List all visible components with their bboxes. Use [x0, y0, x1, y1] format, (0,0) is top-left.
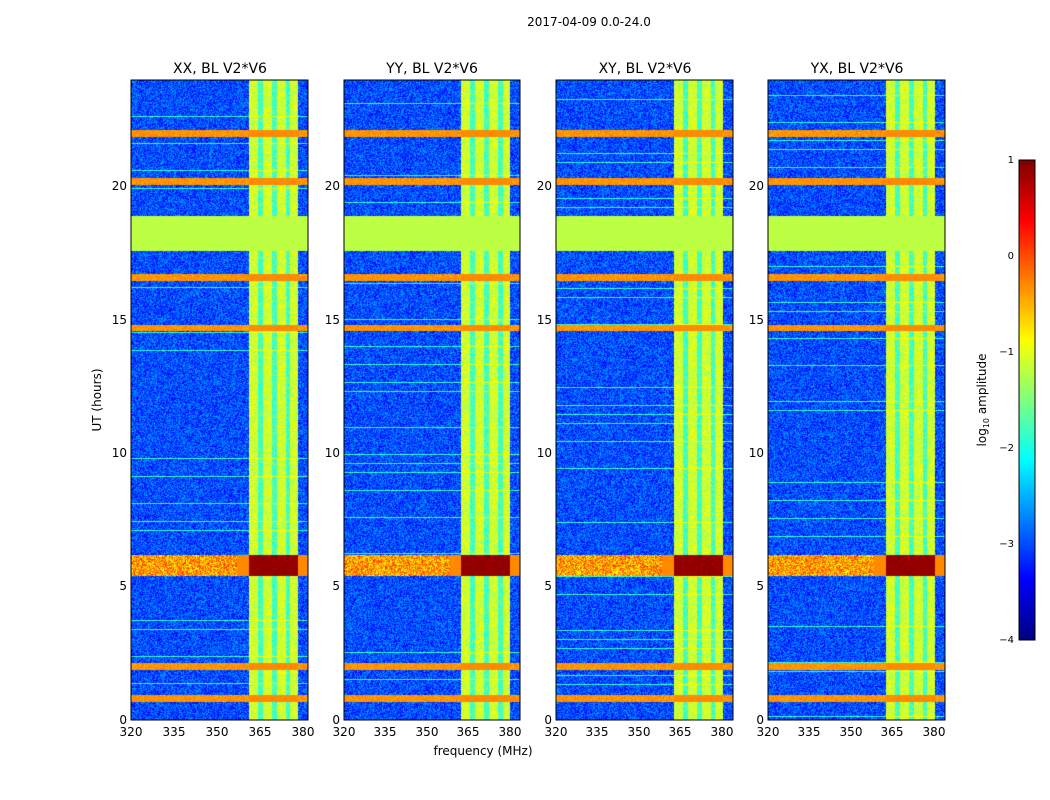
y-tick-label: 20: [325, 179, 340, 193]
x-tick-label: 320: [757, 725, 780, 739]
panel-xx: XX, BL V2*V6 320 335 350 365 380 0 5 10 …: [112, 61, 315, 739]
y-tick-label: 5: [756, 579, 764, 593]
figure-suptitle: 2017-04-09 0.0-24.0: [527, 15, 651, 29]
panel-yy: YY, BL V2*V6 320 335 350 365 380 0 5 10 …: [325, 61, 522, 739]
panel-title-yy: YY, BL V2*V6: [385, 61, 478, 77]
plot-frame-xx: [130, 79, 309, 721]
y-tick-label: 15: [112, 313, 127, 327]
x-tick-label: 380: [711, 725, 734, 739]
panel-title-xy: XY, BL V2*V6: [599, 61, 692, 77]
x-tick-label: 335: [798, 725, 821, 739]
colorbar-label-suffix: amplitude: [975, 354, 989, 418]
x-tick-label: 365: [249, 725, 272, 739]
colorbar-tick-label: −4: [999, 635, 1014, 646]
colorbar-tick-label: 1: [1008, 155, 1014, 166]
x-tick-label: 380: [499, 725, 522, 739]
y-tick-label: 10: [325, 446, 340, 460]
y-tick-label: 20: [749, 179, 764, 193]
heatmap-xy: [556, 80, 733, 720]
panel-title-yx: YX, BL V2*V6: [810, 61, 904, 77]
y-tick-label: 0: [332, 713, 340, 727]
heatmap-yx: [768, 80, 945, 720]
y-tick-label: 15: [749, 313, 764, 327]
yticks-xy: 0 5 10 15 20: [537, 179, 552, 727]
y-axis-label: UT (hours): [90, 368, 104, 431]
colorbar-tick-label: −1: [999, 347, 1014, 358]
colorbar-tick-label: 0: [1008, 251, 1014, 262]
colorbar-label-subscript: 10: [982, 418, 991, 428]
x-tick-label: 365: [669, 725, 692, 739]
colorbar-label-prefix: log: [975, 428, 989, 446]
x-tick-label: 350: [416, 725, 439, 739]
heatmap-yy: [344, 80, 520, 720]
xticks-yy: 320 335 350 365 380: [333, 725, 522, 739]
y-tick-label: 5: [332, 579, 340, 593]
y-tick-label: 10: [112, 446, 127, 460]
xticks-xx: 320 335 350 365 380: [120, 725, 315, 739]
y-tick-label: 0: [756, 713, 764, 727]
panel-title-xx: XX, BL V2*V6: [173, 61, 267, 77]
x-tick-label: 365: [881, 725, 904, 739]
yticks-yy: 0 5 10 15 20: [325, 179, 340, 727]
colorbar-label: log10 amplitude: [975, 354, 991, 447]
plot-frame-yx: [767, 79, 946, 721]
panel-yx: YX, BL V2*V6 320 335 350 365 380 0 5 10 …: [749, 61, 946, 739]
y-tick-label: 20: [112, 179, 127, 193]
x-tick-label: 320: [120, 725, 143, 739]
x-tick-label: 320: [333, 725, 356, 739]
y-tick-label: 0: [544, 713, 552, 727]
x-tick-label: 335: [374, 725, 397, 739]
x-tick-label: 320: [545, 725, 568, 739]
y-tick-label: 20: [537, 179, 552, 193]
yticks-yx: 0 5 10 15 20: [749, 179, 764, 727]
colorbar-ticks: 1 0 −1 −2 −3 −4: [999, 155, 1014, 646]
colorbar-tick-label: −3: [999, 539, 1014, 550]
x-tick-label: 350: [840, 725, 863, 739]
y-tick-label: 15: [325, 313, 340, 327]
colorbar-tick-label: −2: [999, 443, 1014, 454]
x-tick-label: 380: [923, 725, 946, 739]
x-tick-label: 335: [586, 725, 609, 739]
xticks-xy: 320 335 350 365 380: [545, 725, 734, 739]
y-tick-label: 15: [537, 313, 552, 327]
y-tick-label: 10: [749, 446, 764, 460]
heatmap-xx: [131, 80, 308, 720]
x-tick-label: 350: [206, 725, 229, 739]
x-tick-label: 335: [163, 725, 186, 739]
plot-frame-yy: [343, 79, 521, 721]
y-tick-label: 5: [544, 579, 552, 593]
colorbar-gradient: [1019, 160, 1035, 640]
y-tick-label: 10: [537, 446, 552, 460]
x-tick-label: 380: [292, 725, 315, 739]
plot-frame-xy: [555, 79, 734, 721]
y-tick-label: 5: [119, 579, 127, 593]
colorbar-frame: [1018, 159, 1036, 641]
x-tick-label: 365: [457, 725, 480, 739]
panel-xy: XY, BL V2*V6 320 335 350 365 380 0 5 10 …: [537, 61, 734, 739]
x-tick-label: 350: [628, 725, 651, 739]
x-axis-label: frequency (MHz): [433, 744, 532, 758]
colorbar: 1 0 −1 −2 −3 −4 log10 amplitude: [975, 155, 1036, 646]
y-tick-label: 0: [119, 713, 127, 727]
yticks-xx: 0 5 10 15 20: [112, 179, 127, 727]
xticks-yx: 320 335 350 365 380: [757, 725, 946, 739]
